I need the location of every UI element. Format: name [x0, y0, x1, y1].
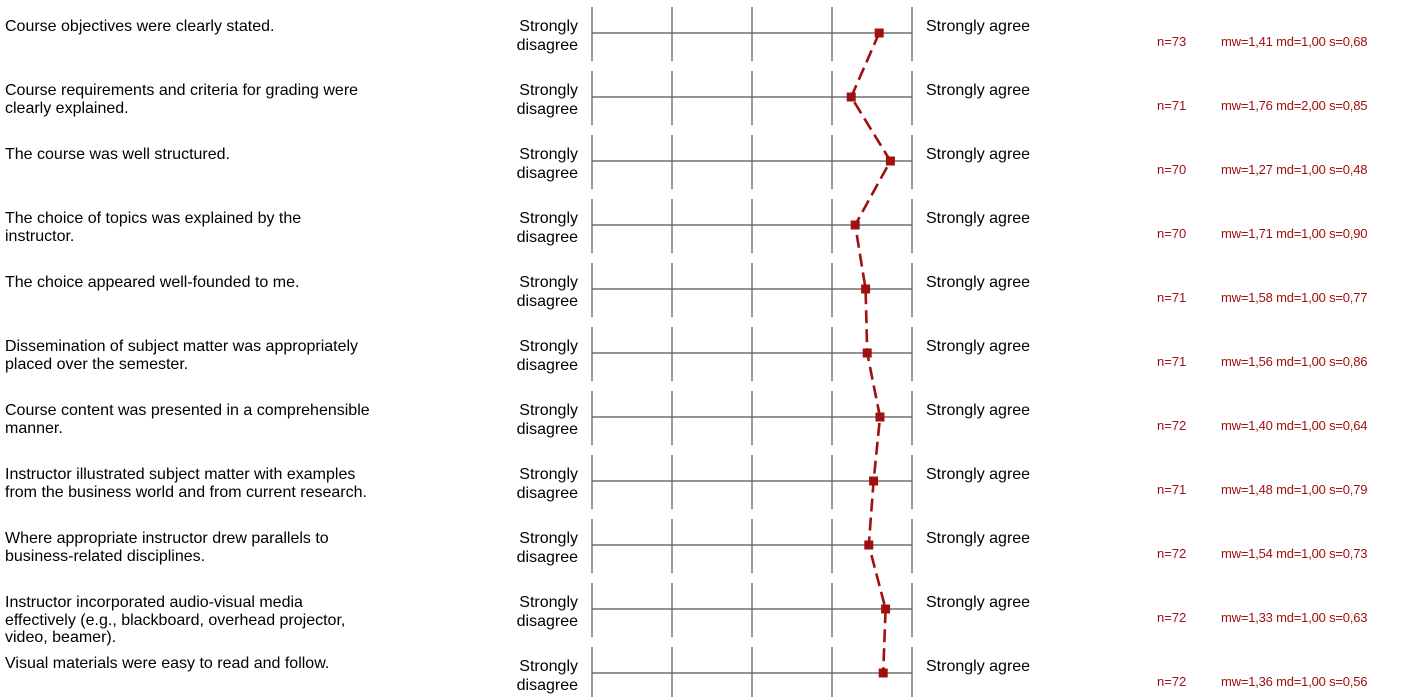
mean-marker — [878, 668, 888, 678]
scale-left-label: Strongly disagree — [516, 402, 578, 438]
response-count: n=71 — [1157, 98, 1187, 113]
statistics-text: mw=1,27 md=1,00 s=0,48 — [1221, 162, 1368, 177]
mean-marker — [861, 284, 871, 294]
mean-marker — [869, 476, 879, 486]
statistics-text: mw=1,76 md=2,00 s=0,85 — [1221, 98, 1368, 113]
scale-left-label: Strongly disagree — [516, 530, 578, 566]
mean-marker — [864, 540, 874, 550]
mean-marker — [881, 604, 891, 614]
scale-right-label: Strongly agree — [926, 530, 1031, 547]
scale-left-label: Strongly disagree — [516, 146, 578, 182]
scale-left-label: Strongly disagree — [516, 594, 578, 630]
scale-right-label: Strongly agree — [926, 594, 1031, 611]
response-count: n=71 — [1157, 354, 1187, 369]
mean-marker — [885, 156, 895, 166]
scale-right-label: Strongly agree — [926, 338, 1031, 355]
mean-marker — [862, 348, 872, 358]
statistics-text: mw=1,41 md=1,00 s=0,68 — [1221, 34, 1368, 49]
scale-right-label: Strongly agree — [926, 658, 1031, 675]
statistics-text: mw=1,54 md=1,00 s=0,73 — [1221, 546, 1368, 561]
statistics-text: mw=1,71 md=1,00 s=0,90 — [1221, 226, 1368, 241]
question-text: Course content was presented in a compre… — [5, 402, 370, 437]
statistics-text: mw=1,48 md=1,00 s=0,79 — [1221, 482, 1368, 497]
question-text: Instructor illustrated subject matter wi… — [5, 466, 367, 501]
question-text: Visual materials were easy to read and f… — [5, 655, 330, 672]
response-count: n=72 — [1157, 674, 1187, 689]
question-text: Instructor incorporated audio-visual med… — [5, 594, 346, 646]
scale-left-label: Strongly disagree — [516, 338, 578, 374]
scale-right-label: Strongly agree — [926, 18, 1031, 35]
scale-left-label: Strongly disagree — [516, 82, 578, 118]
scale-right-label: Strongly agree — [926, 466, 1031, 483]
response-count: n=73 — [1157, 34, 1187, 49]
scale-right-label: Strongly agree — [926, 82, 1031, 99]
statistics-text: mw=1,36 md=1,00 s=0,56 — [1221, 674, 1368, 689]
response-count: n=70 — [1157, 162, 1187, 177]
response-count: n=72 — [1157, 418, 1187, 433]
question-text: Course requirements and criteria for gra… — [5, 82, 359, 117]
response-count: n=72 — [1157, 546, 1187, 561]
statistics-text: mw=1,33 md=1,00 s=0,63 — [1221, 610, 1368, 625]
scale-right-label: Strongly agree — [926, 146, 1031, 163]
question-text: The choice of topics was explained by th… — [5, 210, 302, 245]
scale-right-label: Strongly agree — [926, 402, 1031, 419]
mean-marker — [875, 412, 885, 422]
mean-marker — [874, 28, 884, 38]
mean-marker — [850, 220, 860, 230]
response-count: n=71 — [1157, 290, 1187, 305]
scale-left-label: Strongly disagree — [516, 466, 578, 502]
scale-left-label: Strongly disagree — [516, 658, 578, 694]
scale-right-label: Strongly agree — [926, 274, 1031, 291]
statistics-text: mw=1,58 md=1,00 s=0,77 — [1221, 290, 1368, 305]
question-text: Where appropriate instructor drew parall… — [5, 530, 329, 565]
statistics-text: mw=1,40 md=1,00 s=0,64 — [1221, 418, 1368, 433]
response-count: n=71 — [1157, 482, 1187, 497]
mean-marker — [846, 92, 856, 102]
scale-left-label: Strongly disagree — [516, 274, 578, 310]
scale-right-label: Strongly agree — [926, 210, 1031, 227]
scale-left-label: Strongly disagree — [516, 210, 578, 246]
question-text: The choice appeared well-founded to me. — [5, 274, 300, 291]
question-text: The course was well structured. — [5, 146, 230, 163]
statistics-text: mw=1,56 md=1,00 s=0,86 — [1221, 354, 1368, 369]
response-count: n=72 — [1157, 610, 1187, 625]
response-count: n=70 — [1157, 226, 1187, 241]
question-text: Dissemination of subject matter was appr… — [5, 338, 359, 373]
question-text: Course objectives were clearly stated. — [5, 18, 275, 35]
scale-left-label: Strongly disagree — [516, 18, 578, 54]
